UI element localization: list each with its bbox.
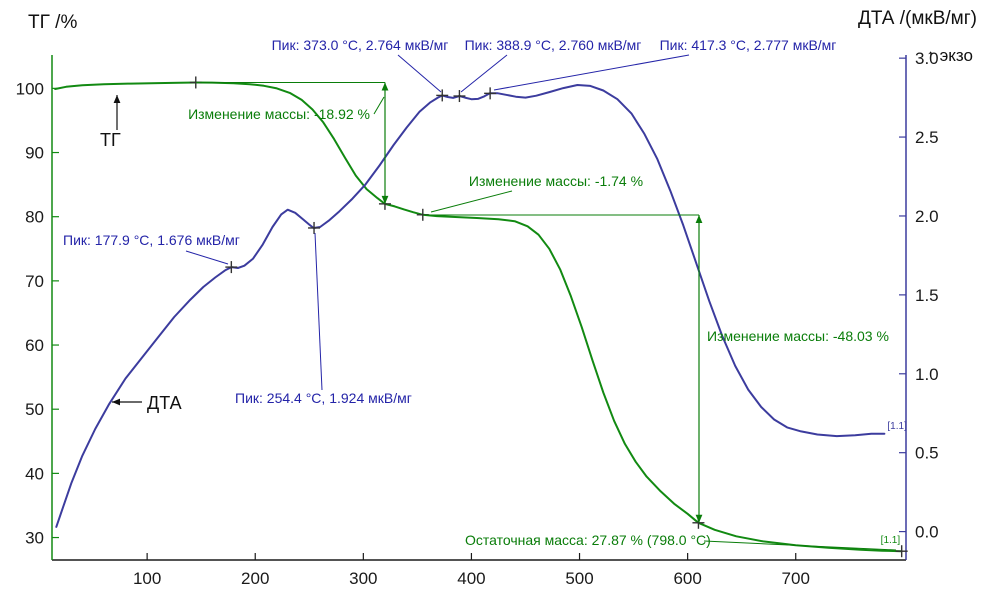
tg-curve-label-annotation: ТГ: [100, 95, 121, 150]
left-tick-label: 50: [25, 400, 44, 419]
right-tick-label: 2.0: [915, 207, 939, 226]
peak-373-text: Пик: 373.0 °C, 2.764 мкВ/мг: [272, 37, 449, 53]
tg-end-tag: [1.1]: [881, 535, 901, 546]
right-tick-label: 0.0: [915, 523, 939, 542]
x-tick-label: 400: [457, 569, 485, 588]
exo-direction-label: ↑ экзо: [926, 46, 973, 65]
mass-change-2-text: Изменение массы: -1.74 %: [469, 173, 643, 189]
x-tick-label: 200: [241, 569, 269, 588]
left-tick-label: 80: [25, 208, 44, 227]
x-tick-label: 500: [565, 569, 593, 588]
left-tick-label: 30: [25, 529, 44, 548]
tg-axis-title: ТГ /%: [28, 12, 78, 33]
right-tick-label: 1.0: [915, 365, 939, 384]
residual-mass-text: Остаточная масса: 27.87 % (798.0 °C): [465, 532, 711, 548]
right-tick-label: 1.5: [915, 286, 939, 305]
tg-line: [54, 81, 903, 553]
right-tick-label: 3.0: [915, 49, 939, 68]
mass-change-3-text: Изменение массы: -48.03 %: [707, 328, 889, 344]
left-tick-label: 90: [25, 144, 44, 163]
dta-curve-label-annotation: ДТА: [112, 393, 182, 413]
peak-178-annotation: Пик: 177.9 °C, 1.676 мкВ/мг: [63, 232, 240, 265]
tg-markers: [189, 76, 908, 558]
right-tick-label: 2.5: [915, 128, 939, 147]
x-tick-label: 700: [782, 569, 810, 588]
peak-178-text: Пик: 177.9 °C, 1.676 мкВ/мг: [63, 232, 240, 248]
tg-curve-label-text: ТГ: [100, 130, 121, 150]
mass-change-3-annotation: Изменение массы: -48.03 %: [695, 215, 889, 523]
dta-curve: [55, 84, 886, 528]
peak-389-annotation: Пик: 388.9 °C, 2.760 мкВ/мг: [460, 37, 642, 93]
mass-change-1-annotation: Изменение массы: -18.92 %: [188, 82, 389, 204]
mass-change-1-text: Изменение массы: -18.92 %: [188, 106, 370, 122]
x-axis: 100 200 300 400 500 600 700: [52, 553, 906, 588]
left-tick-label: 40: [25, 464, 44, 483]
left-axis: 30 40 50 60 70 80 90 100: [16, 55, 59, 560]
left-tick-label: 100: [16, 79, 44, 98]
right-axis: 0.0 0.5 1.0 1.5 2.0 2.5 3.0: [899, 49, 939, 560]
x-tick-label: 600: [673, 569, 701, 588]
right-tick-label: 0.5: [915, 444, 939, 463]
left-tick-label: 70: [25, 272, 44, 291]
peak-417-text: Пик: 417.3 °C, 2.777 мкВ/мг: [660, 37, 837, 53]
dta-axis-title: ДТА /(мкВ/мг): [857, 8, 977, 29]
residual-mass-annotation: Остаточная масса: 27.87 % (798.0 °C): [465, 532, 897, 551]
dta-markers: [225, 87, 497, 274]
peak-254-annotation: Пик: 254.4 °C, 1.924 мкВ/мг: [235, 232, 412, 406]
peak-389-text: Пик: 388.9 °C, 2.760 мкВ/мг: [465, 37, 642, 53]
dta-end-tag: [1.1]: [887, 421, 907, 432]
dta-line: [55, 84, 886, 528]
dta-curve-label-text: ДТА: [147, 393, 182, 413]
peak-373-annotation: Пик: 373.0 °C, 2.764 мкВ/мг: [272, 37, 449, 93]
x-tick-label: 100: [133, 569, 161, 588]
peak-417-annotation: Пик: 417.3 °C, 2.777 мкВ/мг: [493, 37, 837, 91]
tg-channel-tag: [1.1]: [881, 535, 901, 546]
dta-channel-tag: [1.1]: [887, 421, 907, 432]
mass-change-2-annotation: Изменение массы: -1.74 %: [423, 173, 699, 216]
left-tick-label: 60: [25, 336, 44, 355]
x-tick-label: 300: [349, 569, 377, 588]
peak-254-text: Пик: 254.4 °C, 1.924 мкВ/мг: [235, 390, 412, 406]
tg-curve: [54, 81, 903, 553]
